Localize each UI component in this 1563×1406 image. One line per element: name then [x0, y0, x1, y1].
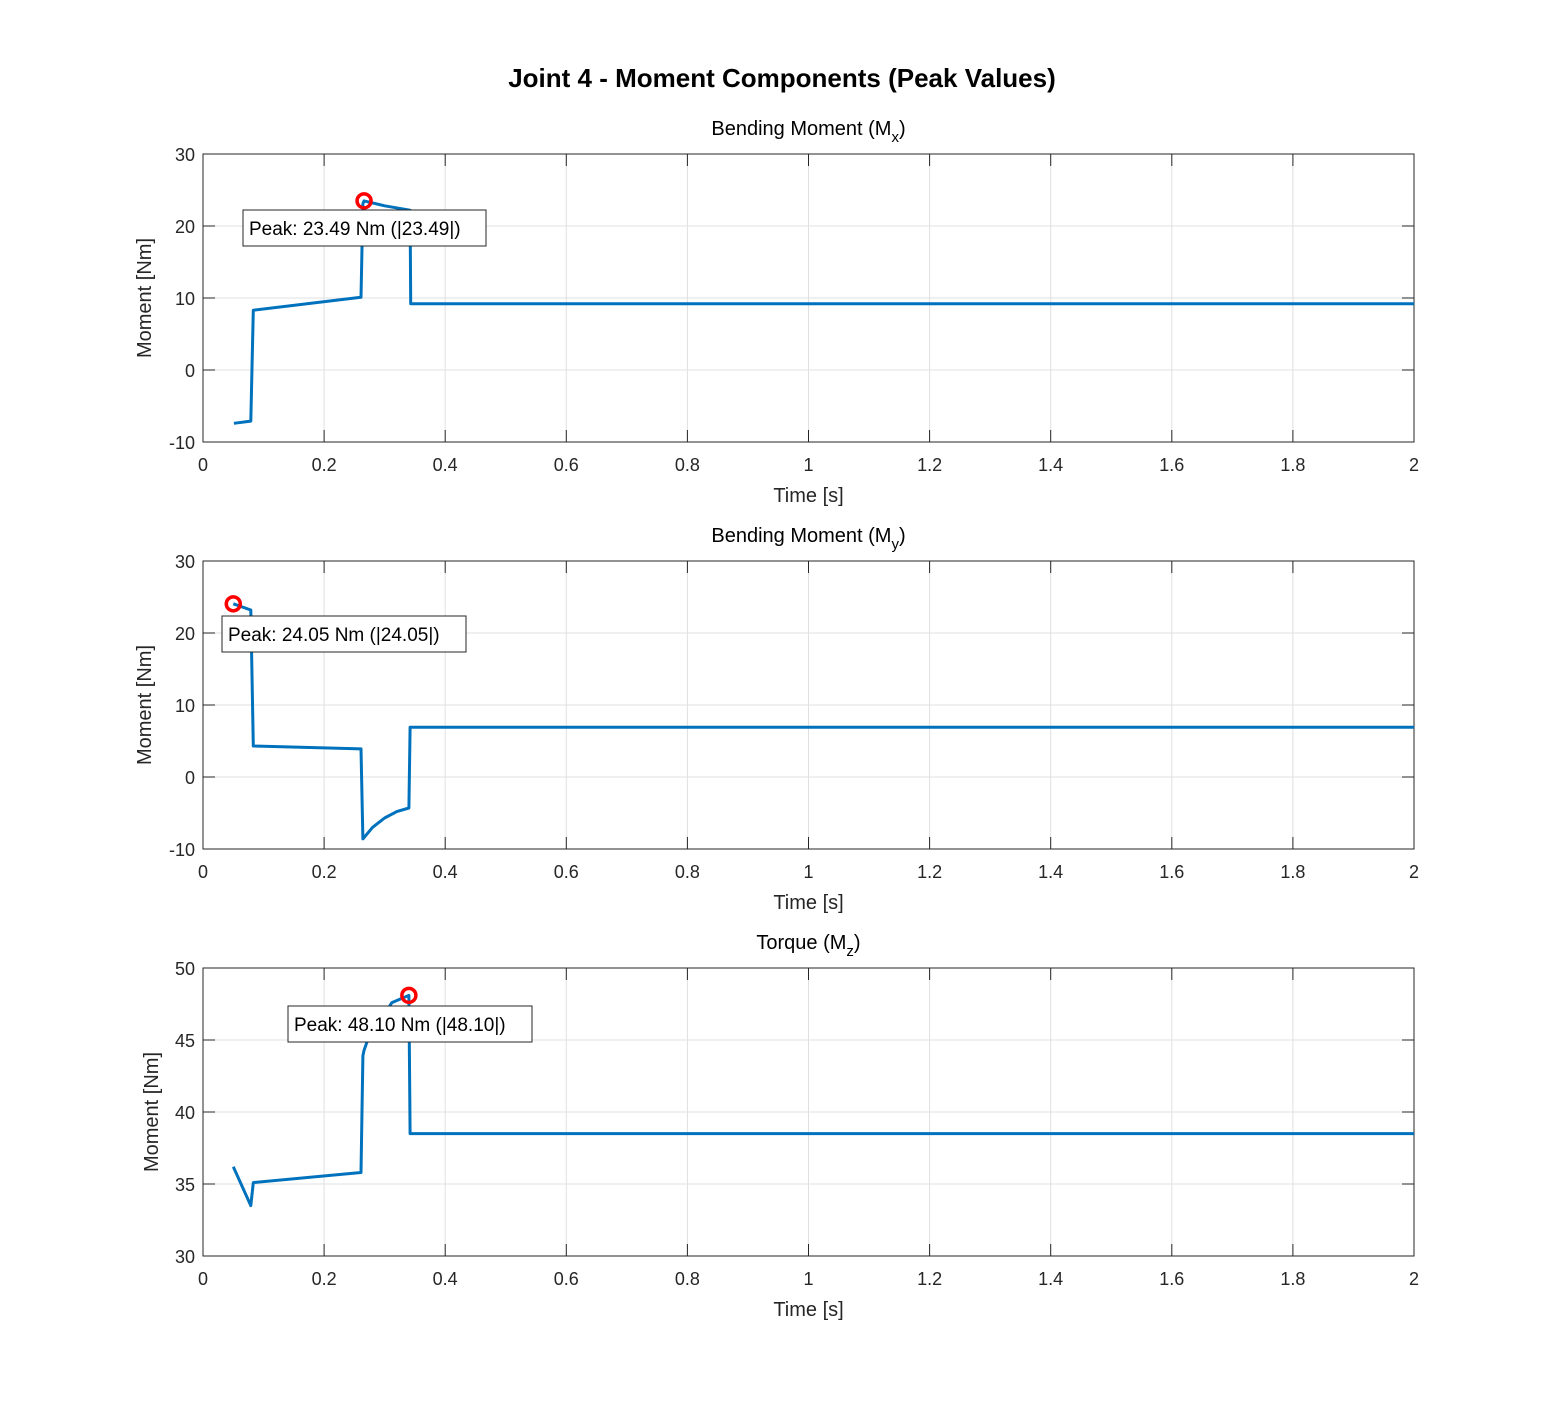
y-tick-label: -10 — [169, 433, 195, 453]
x-tick-label: 1 — [803, 455, 813, 475]
x-tick-label: 2 — [1409, 862, 1419, 882]
x-tick-label: 1.8 — [1280, 455, 1305, 475]
y-tick-label: 50 — [175, 959, 195, 979]
subplot-title-main: Torque (M — [756, 932, 846, 954]
y-axis-label: Moment [Nm] — [134, 238, 156, 358]
x-tick-label: 1.2 — [917, 455, 942, 475]
x-tick-label: 1.8 — [1280, 1269, 1305, 1289]
y-tick-label: 30 — [175, 145, 195, 165]
x-tick-label: 0.2 — [312, 1269, 337, 1289]
subplot-title: Bending Moment (Mx) — [711, 118, 905, 146]
y-tick-label: 0 — [185, 768, 195, 788]
subplot-title-subscript: x — [891, 129, 899, 146]
x-tick-label: 1.6 — [1159, 455, 1184, 475]
y-tick-label: 40 — [175, 1103, 195, 1123]
peak-annotation-box — [242, 209, 487, 247]
x-tick-label: 1.6 — [1159, 862, 1184, 882]
x-axis-label: Time [s] — [773, 485, 843, 507]
x-tick-label: 0.6 — [554, 1269, 579, 1289]
subplot-2: 0 0.2 0.4 0.6 0.8 1 1.2 1.4 1.6 1.8 2-100102030Pea… — [134, 525, 1419, 914]
x-tick-label: 0.2 — [312, 862, 337, 882]
x-tick-label: 2 — [1409, 1269, 1419, 1289]
x-tick-label: 1 — [803, 862, 813, 882]
x-tick-label: 0.8 — [675, 455, 700, 475]
peak-marker — [224, 595, 243, 613]
x-axis-label: Time [s] — [773, 892, 843, 914]
data-series-line — [232, 602, 1414, 841]
y-tick-label: 10 — [175, 696, 195, 716]
subplot-title-subscript: y — [891, 536, 899, 553]
y-tick-label: 20 — [175, 624, 195, 644]
x-tick-label: 0 — [198, 1269, 208, 1289]
x-tick-label: 1.6 — [1159, 1269, 1184, 1289]
subplot-3: 0 0.2 0.4 0.6 0.8 1 1.2 1.4 1.6 1.8 2 30 35 40 45 50 Pea… — [141, 932, 1419, 1321]
x-tick-label: 0.8 — [675, 1269, 700, 1289]
x-tick-label: 1.8 — [1280, 862, 1305, 882]
subplot-title-end: ) — [899, 525, 906, 547]
x-tick-label: 0.4 — [433, 455, 458, 475]
axes-box — [202, 967, 1415, 1257]
axes-box — [202, 560, 1415, 850]
x-tick-label: 1.2 — [917, 1269, 942, 1289]
x-tick-label: 0.4 — [433, 1269, 458, 1289]
subplot-title-end: ) — [854, 932, 861, 954]
subplots: 0 0.2 0.4 0.6 0.8 1 1.2 1.4 1.6 1.8 2-100102030Pea… — [134, 118, 1419, 1321]
x-tick-label: 0 — [198, 862, 208, 882]
peak-annotation-box — [221, 615, 467, 653]
subplot-title-subscript: z — [846, 943, 854, 960]
x-tick-label: 0 — [198, 455, 208, 475]
subplot-1: 0 0.2 0.4 0.6 0.8 1 1.2 1.4 1.6 1.8 2-100102030Pea… — [134, 118, 1419, 507]
y-tick-label: 10 — [175, 289, 195, 309]
y-tick-label: 0 — [185, 361, 195, 381]
subplot-title-main: Bending Moment (M — [711, 118, 891, 140]
data-series-line — [233, 199, 1414, 425]
subplot-title: Bending Moment (My) — [711, 525, 905, 553]
y-tick-label: 35 — [175, 1175, 195, 1195]
peak-marker — [355, 192, 373, 210]
x-tick-label: 0.8 — [675, 862, 700, 882]
peak-annotation-box — [287, 1005, 533, 1043]
x-tick-label: 0.6 — [554, 862, 579, 882]
x-tick-label: 1.4 — [1038, 455, 1063, 475]
y-tick-label: -10 — [169, 840, 195, 860]
x-tick-label: 1.4 — [1038, 1269, 1063, 1289]
y-tick-label: 30 — [175, 552, 195, 572]
peak-marker — [400, 986, 418, 1005]
x-tick-label: 1 — [803, 1269, 813, 1289]
x-tick-label: 1.2 — [917, 862, 942, 882]
subplot-title-main: Bending Moment (M — [711, 525, 891, 547]
x-axis-label: Time [s] — [773, 1299, 843, 1321]
x-tick-label: 1.4 — [1038, 862, 1063, 882]
x-tick-label: 0.2 — [312, 455, 337, 475]
y-tick-label: 45 — [175, 1031, 195, 1051]
peak-annotation-text: Peak: 23.49 Nm (|23.49|) — [249, 219, 461, 240]
subplot-title: Torque (Mz) — [756, 932, 860, 960]
y-axis-label: Moment [Nm] — [141, 1052, 163, 1172]
y-tick-label: 20 — [175, 217, 195, 237]
x-tick-label: 0.4 — [433, 862, 458, 882]
x-tick-label: 2 — [1409, 455, 1419, 475]
peak-annotation-text: Peak: 48.10 Nm (|48.10|) — [294, 1015, 506, 1036]
x-tick-label: 0.6 — [554, 455, 579, 475]
axes-box — [202, 153, 1415, 443]
figure-title: Joint 4 - Moment Components (Peak Values… — [508, 63, 1056, 93]
y-tick-label: 30 — [175, 1247, 195, 1267]
peak-annotation-text: Peak: 24.05 Nm (|24.05|) — [228, 625, 440, 646]
subplot-title-end: ) — [899, 118, 906, 140]
y-axis-label: Moment [Nm] — [134, 645, 156, 765]
